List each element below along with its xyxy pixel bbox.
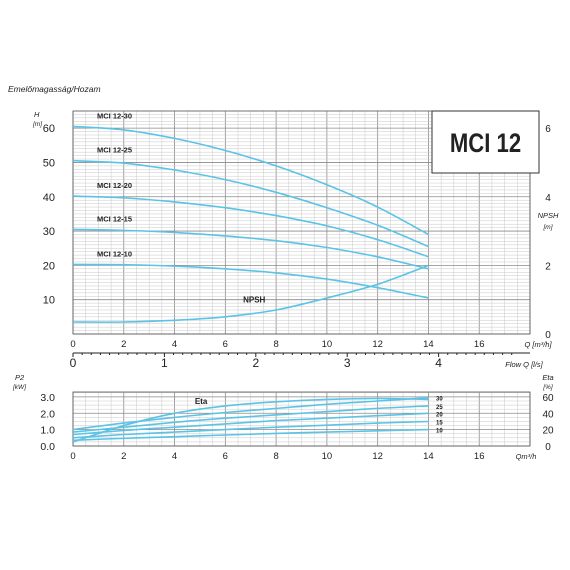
- y-axis-label: H: [34, 110, 40, 119]
- secondary-x-tick-label: 3: [344, 356, 351, 370]
- y-axis-label: P2: [15, 373, 25, 382]
- series-line: [72, 405, 429, 433]
- y2-tick-label: 2: [545, 261, 551, 272]
- power-eta-chart: 0.0 1.0 2.0 3.0 P2 [kW] 0 20 40 60 Eta [%] 0 2 4 6 8 10 12…: [12, 373, 554, 462]
- series-label: NPSH: [243, 295, 265, 304]
- series-line: [72, 159, 429, 248]
- series-line: [72, 228, 429, 270]
- x-tick-label: 16: [474, 451, 485, 462]
- y2-axis-label: NPSH: [538, 211, 559, 220]
- series-line: [72, 397, 429, 443]
- header-caption: Emelőmagasság/Hozam: [8, 84, 101, 94]
- x-tick-label: 12: [372, 339, 383, 350]
- y2-tick-label: 4: [545, 193, 551, 204]
- y2-tick-label: 20: [542, 426, 554, 437]
- secondary-x-axis-label: Flow Q [l/s]: [505, 360, 543, 369]
- x-axis-label: Qm³/h: [516, 452, 537, 461]
- y2-axis-unit: [m]: [542, 224, 552, 231]
- plot-border: [72, 391, 531, 447]
- y2-axis-unit: [%]: [542, 384, 553, 391]
- series-line: [72, 428, 429, 442]
- secondary-x-tick-label: 2: [252, 356, 259, 370]
- series-label: MCI 12-10: [97, 249, 132, 258]
- series-label: Eta: [195, 397, 208, 406]
- series-label: MCI 12-20: [97, 181, 132, 190]
- series-label: MCI 12-25: [97, 146, 132, 155]
- y2-tick-label: 40: [542, 409, 554, 420]
- plot-border: [72, 110, 531, 335]
- y-axis-unit: [kW]: [12, 384, 26, 391]
- x-axis-label: Q [m³/h]: [524, 340, 552, 349]
- x-tick-label: 8: [273, 451, 278, 462]
- y-tick-label: 3.0: [40, 392, 55, 404]
- x-tick-label: 10: [322, 451, 333, 462]
- y-tick-label: 20: [43, 260, 55, 272]
- y2-axis-label: Eta: [542, 373, 553, 382]
- series-label: 25: [436, 405, 443, 411]
- y-tick-label: 2.0: [40, 408, 55, 420]
- y-tick-label: 40: [43, 192, 55, 204]
- y-tick-label: 1.0: [40, 425, 55, 437]
- series-label: 30: [436, 397, 443, 403]
- secondary-x-tick-label: 0: [70, 356, 77, 370]
- x-tick-label: 12: [372, 451, 383, 462]
- y-tick-label: 50: [43, 157, 55, 169]
- x-tick-label: 14: [423, 451, 434, 462]
- y-tick-label: 60: [43, 123, 55, 135]
- chart-title: MCI 12: [450, 129, 521, 159]
- series-line: [72, 264, 429, 323]
- title-box: MCI 12: [431, 110, 540, 174]
- x-tick-label: 2: [121, 339, 126, 350]
- series-line: [72, 396, 429, 431]
- secondary-x-tick-label: 1: [161, 356, 168, 370]
- secondary-x-tick-label: 4: [435, 356, 442, 370]
- y-tick-label: 0.0: [40, 441, 55, 453]
- x-tick-label: 4: [172, 339, 177, 350]
- x-tick-label: 14: [423, 339, 434, 350]
- x-tick-label: 6: [223, 451, 228, 462]
- x-tick-label: 6: [223, 339, 228, 350]
- y2-tick-label: 0: [545, 442, 551, 453]
- series-label: 20: [436, 412, 443, 418]
- y-tick-label: 30: [43, 226, 55, 238]
- x-tick-label: 0: [70, 339, 75, 350]
- y-tick-label: 10: [43, 295, 55, 307]
- x-tick-label: 8: [273, 339, 278, 350]
- series-label: 15: [436, 420, 443, 426]
- series-line: [72, 412, 429, 436]
- series-label: 10: [436, 429, 443, 435]
- x-tick-label: 2: [121, 451, 126, 462]
- x-tick-label: 4: [172, 451, 177, 462]
- x-tick-label: 10: [322, 339, 333, 350]
- series-label: MCI 12-30: [97, 111, 132, 120]
- series-line: [72, 195, 429, 258]
- series-line: [72, 263, 429, 299]
- series-line: [72, 420, 429, 439]
- y2-tick-label: 6: [545, 124, 551, 135]
- series-label: MCI 12-15: [97, 214, 132, 223]
- y2-tick-label: 60: [542, 393, 554, 404]
- x-tick-label: 0: [70, 451, 75, 462]
- x-tick-label: 16: [474, 339, 485, 350]
- y2-tick-label: 0: [545, 330, 551, 341]
- y-axis-unit: [m]: [32, 121, 42, 128]
- series-line: [72, 125, 429, 236]
